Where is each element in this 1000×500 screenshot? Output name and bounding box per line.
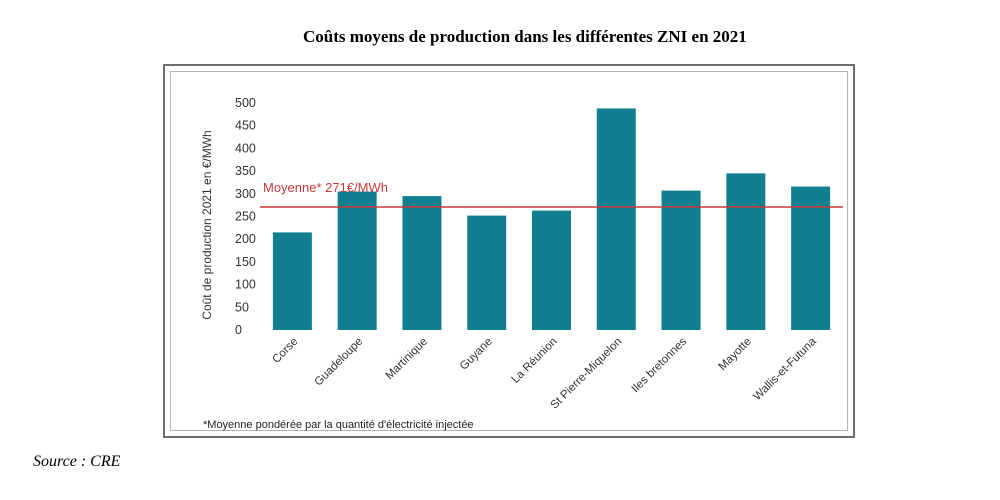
y-tick-label: 500	[235, 96, 256, 110]
x-tick-label: Mayotte	[717, 336, 754, 373]
y-tick-label: 350	[235, 164, 256, 178]
y-tick-label: 200	[235, 232, 256, 246]
y-tick-label: 100	[235, 278, 256, 292]
x-tick-label: La Réunion	[510, 336, 560, 386]
x-tick-label: Guyane	[458, 336, 495, 373]
y-tick-label: 450	[235, 119, 256, 133]
bar	[402, 196, 442, 330]
x-tick-label: Wallis-et-Futuna	[751, 335, 819, 403]
bar	[467, 215, 507, 330]
bar	[726, 173, 766, 330]
chart-inner-border	[170, 71, 848, 431]
x-tick-label: Guadeloupe	[312, 336, 365, 389]
y-tick-label: 250	[235, 210, 256, 224]
chart-frame: 0 50 100 150 200 250 300 350 400 450 500 Corse Guad…	[163, 64, 855, 438]
bar	[272, 232, 312, 330]
y-tick-label: 150	[235, 255, 256, 269]
bar	[791, 186, 831, 330]
bar-chart: 0 50 100 150 200 250 300 350 400 450 500 Corse Guad…	[200, 96, 843, 431]
bar	[532, 210, 571, 330]
chart-title: Coûts moyens de production dans les diff…	[303, 27, 747, 46]
y-tick-label: 0	[235, 323, 242, 337]
average-line-label: Moyenne* 271€/MWh	[263, 180, 388, 195]
source-note: Source : CRE	[33, 453, 121, 470]
x-tick-label: Martinique	[384, 336, 430, 382]
y-tick-label: 50	[235, 300, 249, 314]
bar	[596, 108, 636, 330]
x-tick-label: Corse	[270, 336, 300, 366]
x-tick-label: Iles bretonnes	[630, 335, 690, 395]
bar	[337, 191, 377, 330]
y-tick-label: 300	[235, 187, 256, 201]
footnote: *Moyenne pondérée par la quantité d'élec…	[203, 419, 474, 431]
y-tick-label: 400	[235, 141, 256, 155]
bar	[661, 190, 701, 330]
x-tick-label: St Pierre-Miquelon	[549, 336, 625, 412]
y-axis-label: Coût de production 2021 en €/MWh	[200, 130, 214, 319]
